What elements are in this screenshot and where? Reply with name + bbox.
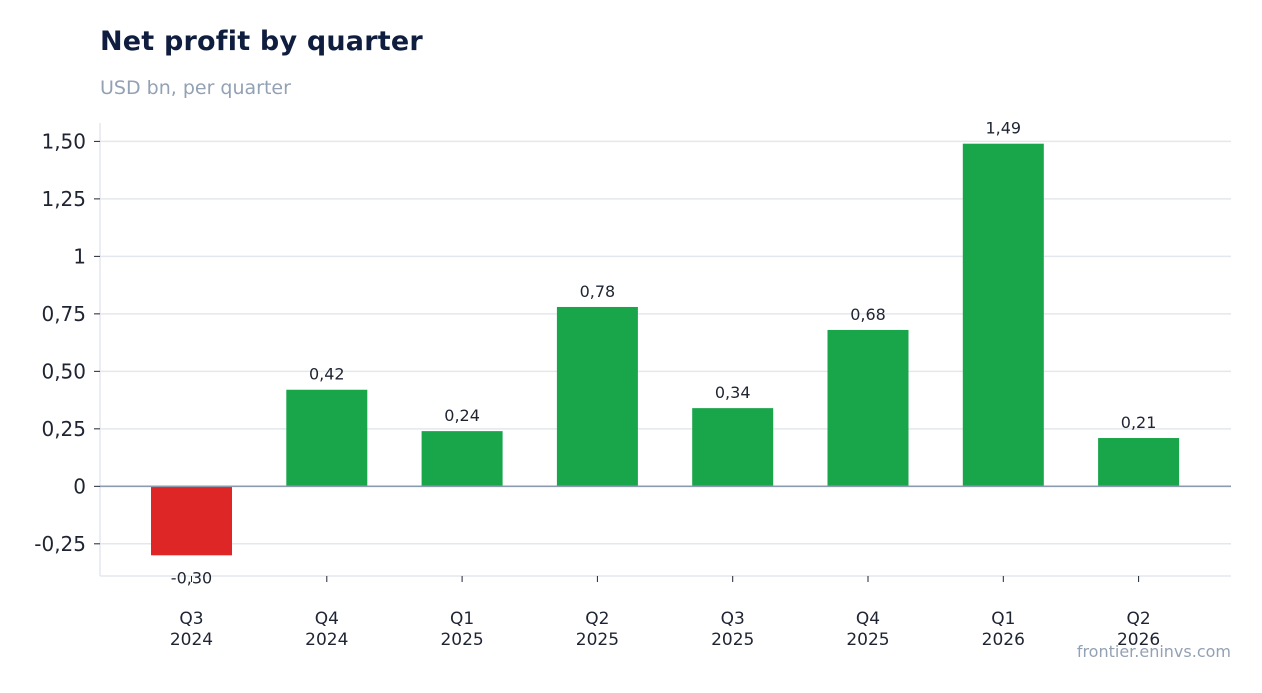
y-tick-label: 0,75 xyxy=(41,302,86,326)
x-tick-label: Q3 xyxy=(179,609,203,629)
x-tick-label: 2025 xyxy=(711,630,754,650)
source-credit: frontier.eninvs.com xyxy=(1076,642,1231,661)
x-tick-label: 2025 xyxy=(576,630,619,650)
data-label: 0,42 xyxy=(309,365,345,384)
y-tick-label: 0,50 xyxy=(41,359,86,383)
x-tick-label: 2026 xyxy=(1117,630,1160,650)
y-tick-label: 1 xyxy=(73,244,86,268)
y-tick-label: 1,25 xyxy=(41,187,86,211)
chart-title: Net profit by quarter xyxy=(100,26,423,57)
x-tick-label: 2025 xyxy=(440,630,483,650)
x-tick-label: 2024 xyxy=(305,630,348,650)
bar xyxy=(556,306,638,487)
x-tick-label: Q2 xyxy=(585,609,609,629)
x-tick-label: 2025 xyxy=(846,630,889,650)
bar xyxy=(827,329,909,487)
y-tick-label: -0,25 xyxy=(34,532,86,556)
grid-lines xyxy=(99,123,1231,577)
bar xyxy=(421,431,503,487)
y-tick-label: 0 xyxy=(73,474,86,498)
bar xyxy=(962,143,1044,487)
x-tick-label: Q4 xyxy=(856,609,880,629)
x-tick-label: Q4 xyxy=(315,609,339,629)
data-label: 0,78 xyxy=(580,282,616,301)
y-tick-label: 0,25 xyxy=(41,417,86,441)
x-tick-label: Q1 xyxy=(991,609,1015,629)
x-axis: Q32024Q42024Q12025Q22025Q32025Q42025Q120… xyxy=(170,576,1160,650)
data-label: 0,34 xyxy=(715,383,751,402)
chart-subtitle: USD bn, per quarter xyxy=(100,77,291,99)
x-tick-label: Q2 xyxy=(1126,609,1150,629)
y-tick-label: 1,50 xyxy=(41,129,86,153)
data-label: 0,24 xyxy=(444,406,480,425)
x-tick-label: Q1 xyxy=(450,609,474,629)
bars xyxy=(100,143,1231,556)
y-axis-ticks: -0,25 0 0,25 0,50 0,75 1 1,25 1,50 xyxy=(34,129,100,556)
bar xyxy=(151,486,232,556)
data-label: 0,21 xyxy=(1121,413,1157,432)
bar xyxy=(286,389,368,487)
x-tick-label: 2026 xyxy=(982,630,1025,650)
x-tick-label: Q3 xyxy=(721,609,745,629)
bar xyxy=(692,408,774,487)
x-tick-label: 2024 xyxy=(170,630,213,650)
data-label: 0,68 xyxy=(850,305,886,324)
bar xyxy=(1098,438,1180,487)
data-label: 1,49 xyxy=(985,119,1021,138)
